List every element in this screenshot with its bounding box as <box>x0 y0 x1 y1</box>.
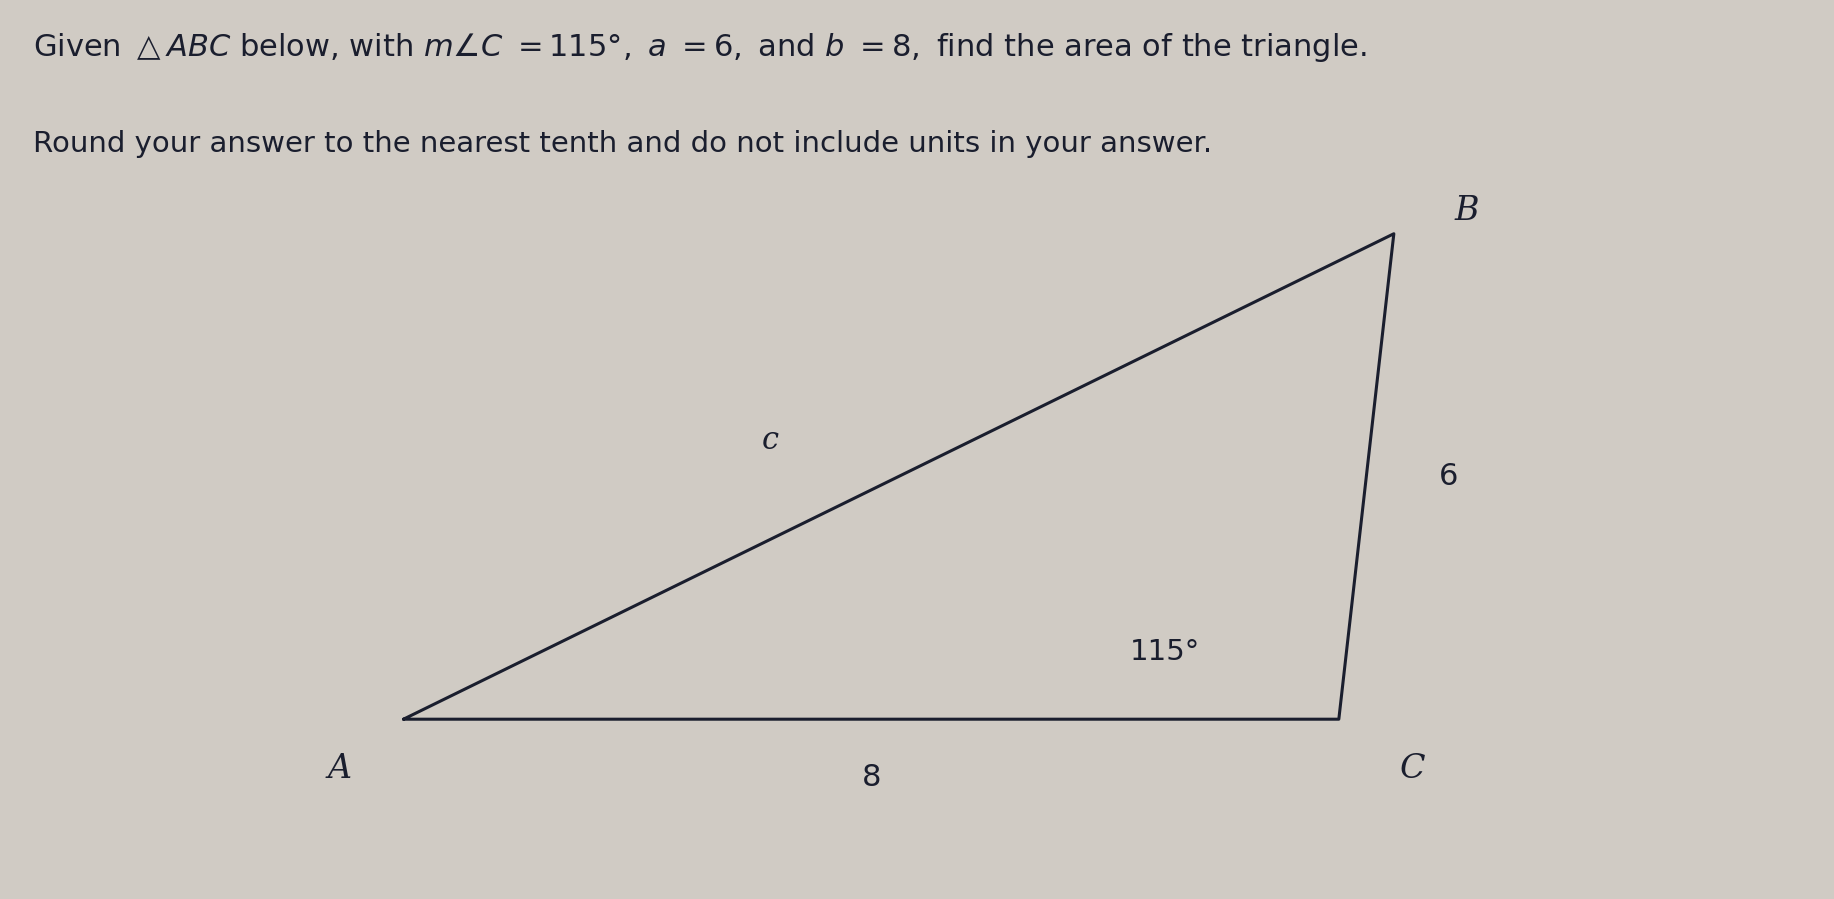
Text: Given $\triangle$$\it{ABC}$ below, with $m\angle$$\it{C}$ $= 115°,$ $\it{a}$ $= : Given $\triangle$$\it{ABC}$ below, with … <box>33 31 1366 65</box>
Text: 115°: 115° <box>1130 637 1199 666</box>
Text: 6: 6 <box>1440 462 1458 491</box>
Text: c: c <box>761 425 779 456</box>
Text: A: A <box>326 752 352 785</box>
Text: C: C <box>1399 752 1425 785</box>
Text: 8: 8 <box>862 763 880 792</box>
Text: Round your answer to the nearest tenth and do not include units in your answer.: Round your answer to the nearest tenth a… <box>33 130 1212 158</box>
Text: B: B <box>1454 195 1480 227</box>
